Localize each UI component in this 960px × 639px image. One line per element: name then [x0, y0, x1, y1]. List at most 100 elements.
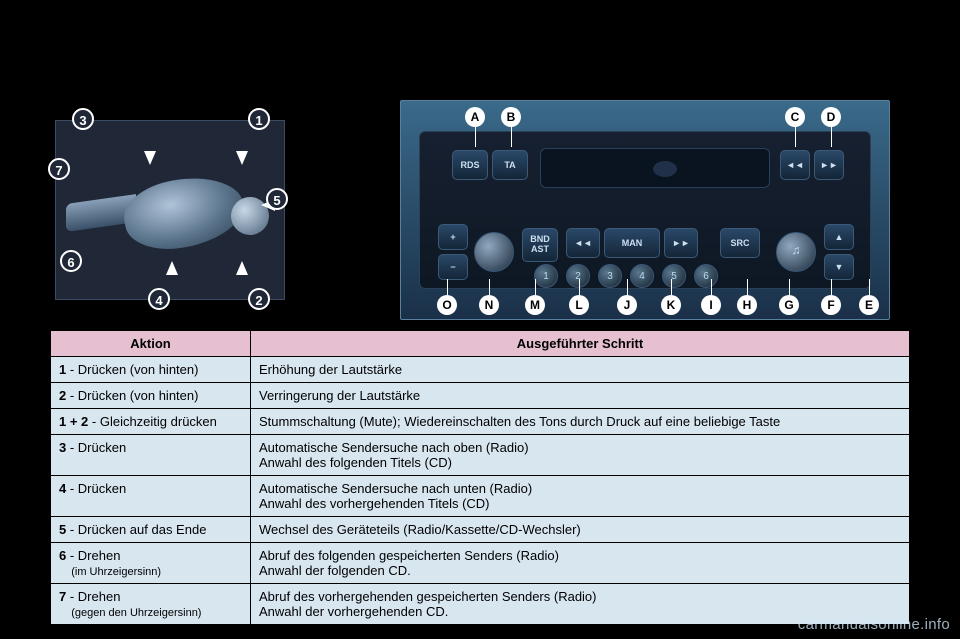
seek-up-button: ►►: [664, 228, 698, 258]
preset-1: 1: [534, 264, 558, 288]
radio-label-K: K: [661, 295, 681, 315]
action-cell: 4 - Drücken: [51, 476, 251, 517]
stalk-label-4: 4: [148, 288, 170, 310]
lead-C: [795, 127, 796, 147]
lead-E: [869, 279, 870, 295]
arrow-4-icon: [166, 261, 178, 275]
action-cell: 2 - Drücken (von hinten): [51, 383, 251, 409]
bnd-ast-button: BND AST: [522, 228, 558, 262]
action-text: - Drücken: [66, 440, 126, 455]
preset-4: 4: [630, 264, 654, 288]
lead-O: [447, 279, 448, 295]
table-row: 7 - Drehen (gegen den Uhrzeigersinn)Abru…: [51, 584, 910, 625]
nav-up-button: ▲: [824, 224, 854, 250]
lead-A: [475, 127, 476, 147]
table-row: 3 - DrückenAutomatische Sendersuche nach…: [51, 435, 910, 476]
action-number: 1 + 2: [59, 414, 88, 429]
music-icon: ♫: [777, 243, 815, 257]
rds-button: RDS: [452, 150, 488, 180]
stalk-label-2: 2: [248, 288, 270, 310]
cassette-slot: [540, 148, 770, 188]
lead-G: [789, 279, 790, 295]
cassette-rew-button: ◄◄: [780, 150, 810, 180]
action-cell: 5 - Drücken auf das Ende: [51, 517, 251, 543]
lead-K: [671, 279, 672, 295]
table-row: 1 - Drücken (von hinten)Erhöhung der Lau…: [51, 357, 910, 383]
table-row: 6 - Drehen (im Uhrzeigersinn)Abruf des f…: [51, 543, 910, 584]
step-cell: Automatische Sendersuche nach unten (Rad…: [251, 476, 910, 517]
power-knob: [474, 232, 514, 272]
lead-B: [511, 127, 512, 147]
lead-N: [489, 279, 490, 295]
vol-plus-button: +: [438, 224, 468, 250]
radio-label-O: O: [437, 295, 457, 315]
header-step: Ausgeführter Schritt: [251, 331, 910, 357]
radio-label-C: C: [785, 107, 805, 127]
step-cell: Stummschaltung (Mute); Wiedereinschalten…: [251, 409, 910, 435]
radio-label-N: N: [479, 295, 499, 315]
action-text: - Drehen: [66, 589, 120, 604]
action-cell: 7 - Drehen (gegen den Uhrzeigersinn): [51, 584, 251, 625]
action-text: - Gleichzeitig drücken: [88, 414, 217, 429]
preset-5: 5: [662, 264, 686, 288]
watermark-text: carmanualsonline.info: [798, 616, 950, 633]
step-cell: Verringerung der Lautstärke: [251, 383, 910, 409]
radio-label-I: I: [701, 295, 721, 315]
stalk-label-7: 7: [48, 158, 70, 180]
action-cell: 1 - Drücken (von hinten): [51, 357, 251, 383]
lead-J: [627, 279, 628, 295]
step-cell: Automatische Sendersuche nach oben (Radi…: [251, 435, 910, 476]
seek-down-button: ◄◄: [566, 228, 600, 258]
stalk-label-6: 6: [60, 250, 82, 272]
step-cell: Abruf des folgenden gespeicherten Sender…: [251, 543, 910, 584]
radio-label-G: G: [779, 295, 799, 315]
action-cell: 6 - Drehen (im Uhrzeigersinn): [51, 543, 251, 584]
radio-label-B: B: [501, 107, 521, 127]
preset-6: 6: [694, 264, 718, 288]
table-row: 5 - Drücken auf das EndeWechsel des Gerä…: [51, 517, 910, 543]
lead-I: [711, 279, 712, 295]
vol-minus-button: −: [438, 254, 468, 280]
arrow-1-icon: [236, 151, 248, 165]
radio-label-E: E: [859, 295, 879, 315]
stalk-knob: [119, 169, 249, 257]
audio-knob: ♫: [776, 232, 816, 272]
lead-L: [579, 279, 580, 295]
radio-label-L: L: [569, 295, 589, 315]
stalk-label-3: 3: [72, 108, 94, 130]
radio-unit-diagram: RDS TA ◄◄ ►► + − BND AST ◄◄ MAN ►► SRC ♫…: [400, 100, 890, 320]
arrow-2-icon: [236, 261, 248, 275]
action-text: - Drücken (von hinten): [66, 362, 198, 377]
radio-panel: RDS TA ◄◄ ►► + − BND AST ◄◄ MAN ►► SRC ♫…: [419, 131, 871, 289]
preset-3: 3: [598, 264, 622, 288]
src-button: SRC: [720, 228, 760, 258]
ta-button: TA: [492, 150, 528, 180]
table-row: 4 - DrückenAutomatische Sendersuche nach…: [51, 476, 910, 517]
action-cell: 1 + 2 - Gleichzeitig drücken: [51, 409, 251, 435]
cassette-fwd-button: ►►: [814, 150, 844, 180]
action-text: - Drehen: [66, 548, 120, 563]
header-action: Aktion: [51, 331, 251, 357]
controls-table: Aktion Ausgeführter Schritt 1 - Drücken …: [50, 330, 910, 625]
preset-2: 2: [566, 264, 590, 288]
stalk-body: [66, 171, 266, 251]
steering-control-diagram: [55, 120, 285, 300]
step-cell: Erhöhung der Lautstärke: [251, 357, 910, 383]
lead-H: [747, 279, 748, 295]
action-subtext: (gegen den Uhrzeigersinn): [59, 607, 201, 619]
stalk-label-5: 5: [266, 188, 288, 210]
radio-label-F: F: [821, 295, 841, 315]
table-row: 2 - Drücken (von hinten)Verringerung der…: [51, 383, 910, 409]
lead-D: [831, 127, 832, 147]
action-text: - Drücken (von hinten): [66, 388, 198, 403]
arrow-3-icon: [144, 151, 156, 165]
lead-M: [535, 279, 536, 295]
action-subtext: (im Uhrzeigersinn): [59, 566, 161, 578]
radio-label-J: J: [617, 295, 637, 315]
stalk-label-1: 1: [248, 108, 270, 130]
table-body: 1 - Drücken (von hinten)Erhöhung der Lau…: [51, 357, 910, 625]
table-row: 1 + 2 - Gleichzeitig drückenStummschaltu…: [51, 409, 910, 435]
action-cell: 3 - Drücken: [51, 435, 251, 476]
nav-down-button: ▼: [824, 254, 854, 280]
man-button: MAN: [604, 228, 660, 258]
